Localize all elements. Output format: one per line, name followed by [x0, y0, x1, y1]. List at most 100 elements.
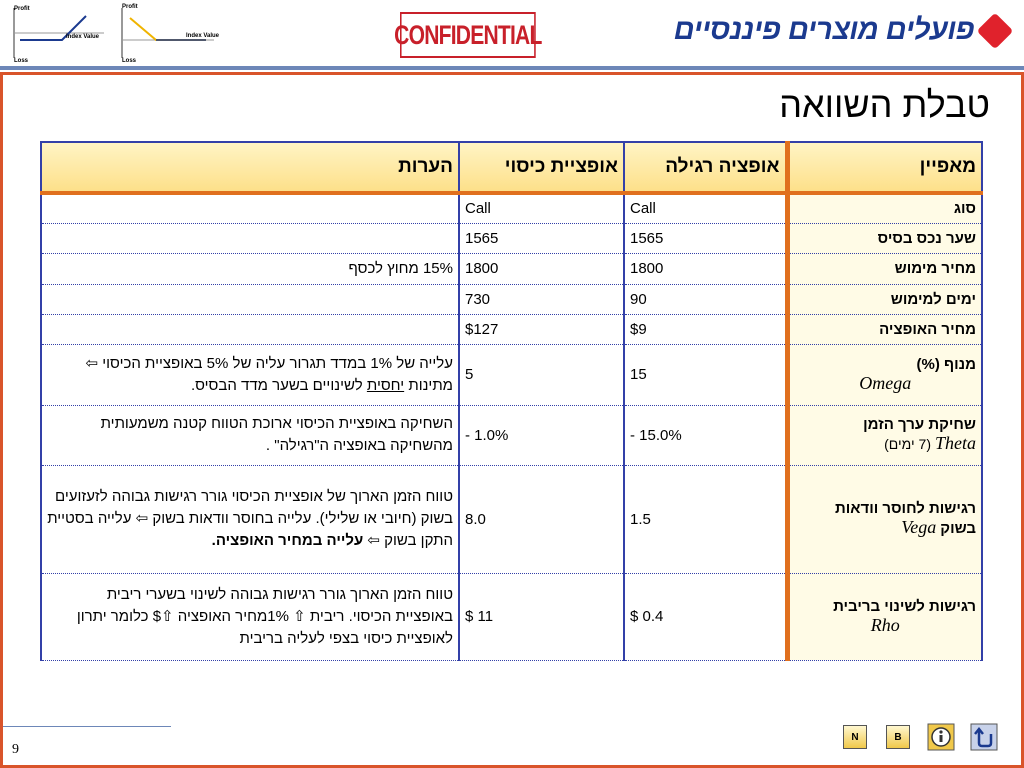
label-index: Index Value	[66, 34, 100, 40]
label-profit: Profit	[122, 4, 138, 10]
cell-text: סוג	[953, 200, 976, 218]
table-cell: שחיקת ערך הזמן Theta(7 ימים)	[784, 404, 983, 466]
slide-title: טבלת השוואה	[779, 84, 990, 125]
confidential-stamp: CONFIDENTIAL	[394, 12, 542, 58]
table-cell: טווח הזמן הארוך גורר רגישות גבוהה לשינוי…	[40, 572, 460, 661]
logo-text: פועלים מוצרים פיננסיים	[673, 14, 975, 46]
mini-chart: Profit Loss Index Value	[121, 4, 220, 64]
column-header: אופציית כיסוי	[458, 141, 625, 195]
cell-text: Call	[465, 200, 491, 218]
info-button[interactable]	[927, 723, 955, 751]
cell-text: $ 11	[465, 608, 494, 625]
cell-text: $9	[630, 320, 647, 338]
table-cell: 730	[458, 283, 625, 315]
cell-text: מנוף (%)	[916, 355, 976, 373]
cell-text: (7 ימים)	[884, 436, 931, 452]
label-loss: Loss	[14, 58, 29, 64]
cell-text: 90	[630, 290, 647, 308]
cell-text: 8.0	[465, 510, 486, 528]
table-row: מנוף (%) Omega 15 5 עלייה של 1% במדד תגרור ע…	[40, 343, 983, 406]
cell-text: 1800	[465, 260, 499, 277]
table-cell: $127	[458, 313, 625, 345]
cell-text: 730	[465, 290, 491, 308]
cell-text: 1.5	[630, 510, 651, 528]
cell-text: - 1.0%	[465, 426, 509, 444]
table-row: סוג Call Call	[40, 192, 983, 224]
cell-text: טווח הזמן הארוך של אופציית הכיסוי גורר ר…	[47, 488, 453, 549]
table-row: מחיר האופציה $9 $127	[40, 313, 983, 345]
table-cell: 1800	[623, 252, 788, 285]
cell-text: מחיר האופציה	[879, 320, 976, 338]
cell-text: 1800	[630, 260, 664, 277]
table-cell: 5	[458, 343, 625, 406]
mini-chart: Profit Loss Index Value	[13, 6, 104, 64]
column-header: מאפיין	[784, 141, 983, 195]
table-cell: - 1.0%	[458, 404, 625, 466]
table-cell: 90	[623, 283, 788, 315]
cell-text: רגישות לשינוי בריבית	[833, 597, 976, 615]
cell-text: 1565	[465, 229, 499, 247]
table-cell: 15	[623, 343, 788, 406]
label-index: Index Value	[186, 33, 220, 39]
table-cell: סוג	[784, 192, 983, 224]
back-button[interactable]	[970, 723, 998, 751]
cell-text: 15	[630, 366, 647, 383]
table-cell: $9	[623, 313, 788, 345]
cell-text: $ 0.4	[630, 608, 664, 625]
cell-text: 15% מחוץ לכסף	[348, 259, 453, 277]
nav-button[interactable]: B	[886, 725, 910, 749]
table-row: רגישות לשינוי בריבית Rho $ 0.4 $ 11 טווח הזמ…	[40, 572, 983, 661]
table-cell	[40, 283, 460, 315]
table-cell: רגישות לשינוי בריבית Rho	[784, 572, 983, 661]
cell-text: מחיר מימוש	[894, 260, 976, 277]
table-row: רגישות לחוסר וודאות בשוקVega 1.5 8.0 טווח ה…	[40, 464, 983, 574]
table-cell: $ 0.4	[623, 572, 788, 661]
table-row: מחיר מימוש 1800 1800 15% מחוץ לכסף	[40, 252, 983, 285]
table-cell: - 15.0%	[623, 404, 788, 466]
cell-text: השחיקה באופציית הכיסוי ארוכת הטווח קטנה …	[100, 415, 453, 454]
table-cell: 1800	[458, 252, 625, 285]
mini-charts: Profit Loss Index Value Profit Loss Inde…	[13, 4, 220, 64]
table-cell: טווח הזמן הארוך של אופציית הכיסוי גורר ר…	[40, 464, 460, 574]
header: Profit Loss Index Value Profit Loss Inde…	[0, 0, 1024, 68]
table-row: שער נכס בסיס 1565 1565	[40, 222, 983, 254]
logo-mark	[976, 12, 1014, 50]
column-header: הערות	[40, 141, 460, 195]
cell-text: Vega	[901, 517, 937, 537]
table-cell: 1565	[458, 222, 625, 254]
nav-button[interactable]: N	[843, 725, 867, 749]
cell-text: ימים למימוש	[890, 290, 976, 308]
table-cell	[40, 192, 460, 224]
cell-text: רגישות לחוסר וודאות בשוק	[834, 500, 976, 537]
table-cell: 15% מחוץ לכסף	[40, 252, 460, 285]
cell-text: טווח הזמן הארוך גורר רגישות גבוהה לשינוי…	[76, 585, 453, 647]
cell-text: Omega	[859, 372, 912, 393]
label-profit: Profit	[14, 6, 30, 12]
cell-text: Theta	[934, 433, 976, 453]
table-cell: $ 11	[458, 572, 625, 661]
table-cell: מחיר מימוש	[784, 252, 983, 285]
label-loss: Loss	[122, 58, 137, 64]
cell-text: שחיקת ערך הזמן	[863, 416, 976, 433]
cell-text: 5	[465, 366, 474, 383]
table-cell: מחיר האופציה	[784, 313, 983, 345]
header-rule	[0, 66, 1024, 70]
cell-text: Rho	[870, 614, 900, 635]
table-cell: שער נכס בסיס	[784, 222, 983, 254]
table-row: ימים למימוש 90 730	[40, 283, 983, 315]
cell-text: - 15.0%	[630, 426, 682, 444]
page-number: 9	[12, 742, 19, 757]
comparison-table: מאפיין אופציה רגילה אופציית כיסוי הערות סוג C…	[40, 141, 983, 661]
column-header: אופציה רגילה	[623, 141, 788, 195]
table-cell: 1.5	[623, 464, 788, 574]
cell-text: שער נכס בסיס	[877, 229, 976, 247]
table-cell: רגישות לחוסר וודאות בשוקVega	[784, 464, 983, 574]
table-row: שחיקת ערך הזמן Theta(7 ימים) - 15.0% - 1.0%…	[40, 404, 983, 466]
table-cell	[40, 313, 460, 345]
header-row: מאפיין אופציה רגילה אופציית כיסוי הערות	[40, 141, 983, 195]
cell-text: לשינויים בשער מדד הבסיס.	[190, 376, 367, 394]
cell-text: עלייה במחיר האופציה.	[211, 532, 364, 549]
table-cell: עלייה של 1% במדד תגרור עליה של 5% באופצי…	[40, 343, 460, 406]
table-cell	[40, 222, 460, 254]
